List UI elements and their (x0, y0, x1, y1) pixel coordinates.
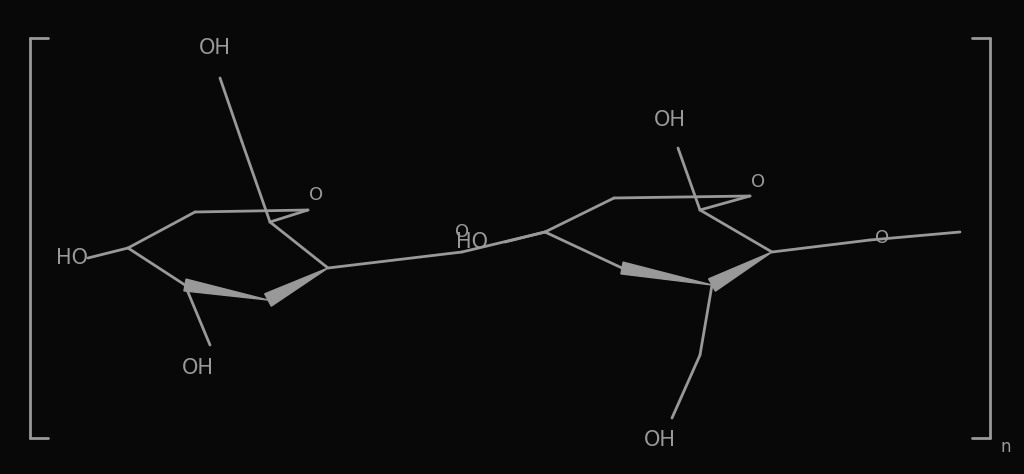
Text: OH: OH (644, 430, 676, 450)
Text: O: O (751, 173, 765, 191)
Polygon shape (184, 279, 268, 300)
Polygon shape (265, 268, 328, 306)
Text: OH: OH (199, 38, 231, 58)
Text: O: O (309, 186, 323, 204)
Text: HO: HO (456, 232, 488, 252)
Text: n: n (1000, 438, 1011, 456)
Text: O: O (455, 223, 469, 241)
Text: HO: HO (56, 248, 88, 268)
Text: O: O (874, 229, 889, 247)
Text: OH: OH (182, 358, 214, 378)
Polygon shape (709, 252, 772, 291)
Text: OH: OH (654, 110, 686, 130)
Polygon shape (621, 262, 712, 285)
